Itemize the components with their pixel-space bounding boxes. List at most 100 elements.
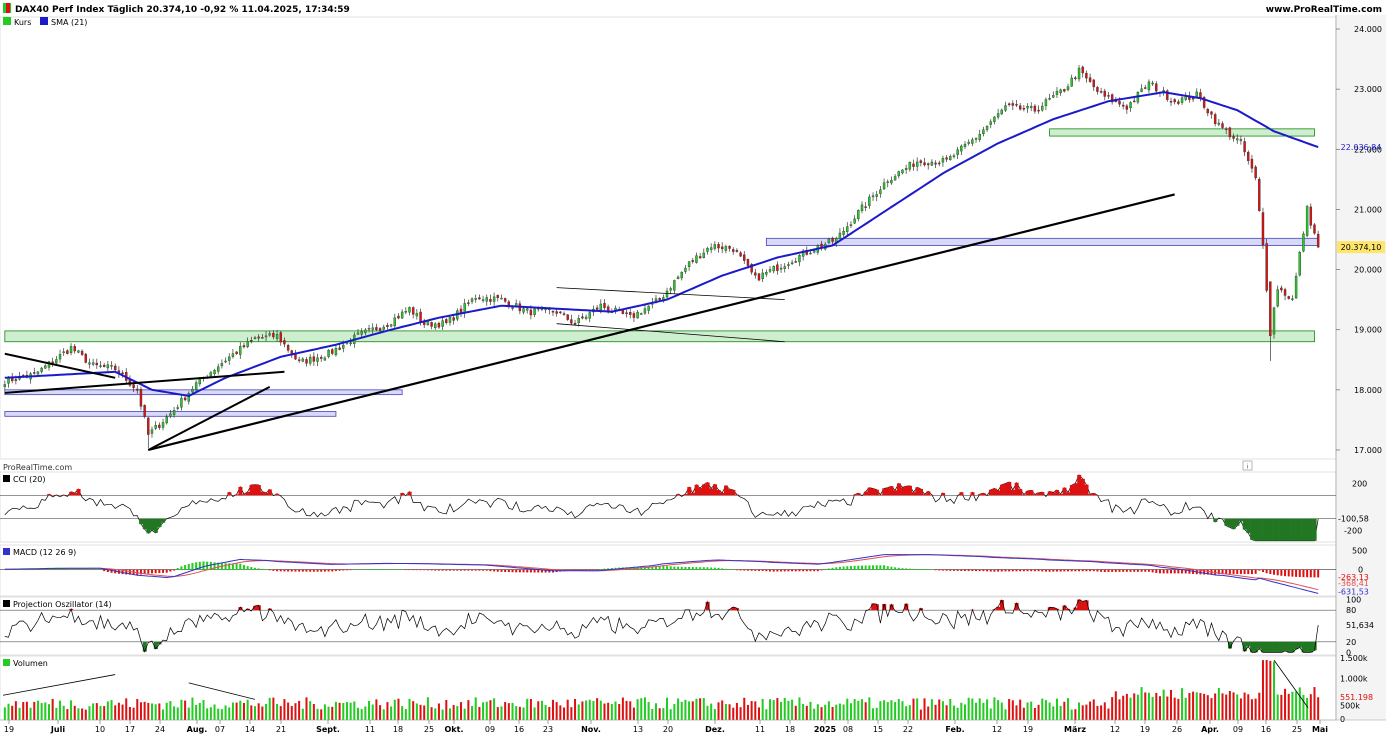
macd-histogram-bar (448, 569, 451, 571)
volume-bar (397, 698, 400, 720)
cci-oversold (1290, 518, 1295, 541)
volume-bar (169, 701, 172, 720)
volume-bar (919, 709, 922, 720)
volume-bar (1188, 693, 1191, 720)
volume-bar (1295, 691, 1298, 720)
candle-body (1030, 106, 1033, 108)
volume-bar (1019, 699, 1022, 720)
macd-histogram-bar (272, 569, 275, 571)
macd-histogram-bar (426, 569, 429, 571)
sma-legend-swatch (40, 17, 48, 25)
candle-body (150, 429, 154, 434)
candle-body (1155, 83, 1158, 92)
cci-overbought (234, 494, 239, 496)
panel-frame-macd (0, 544, 1337, 597)
cci-overbought (264, 492, 269, 496)
cci-oversold (1294, 518, 1299, 541)
macd-histogram-bar (198, 561, 201, 571)
macd-histogram-bar (548, 569, 551, 573)
macd-histogram-bar (379, 569, 382, 571)
candle-body (599, 303, 603, 311)
volume-bar (515, 706, 518, 720)
candle-body (161, 422, 165, 428)
candle-body (717, 244, 720, 249)
macd-histogram-bar (250, 567, 253, 571)
cci-overbought (1025, 490, 1030, 496)
volume-bar (1085, 704, 1088, 720)
volume-bar (301, 708, 304, 720)
volume-bar (688, 701, 691, 720)
candle-body (36, 371, 40, 375)
cci-overbought (1091, 493, 1096, 496)
macd-histogram-bar (986, 569, 989, 572)
volume-bar (875, 707, 878, 720)
macd-histogram-bar (816, 569, 819, 572)
projection-overbought (992, 609, 997, 611)
volume-bar (662, 708, 665, 720)
candle-body (73, 346, 76, 352)
macd-histogram-bar (1239, 569, 1242, 575)
candle-body (147, 417, 150, 435)
macd-histogram-bar (187, 563, 190, 571)
x-tick-label: 20 (663, 725, 673, 734)
macd-histogram-bar (526, 569, 529, 573)
volume-bar (187, 707, 190, 720)
cci-overbought (874, 489, 879, 496)
candle-body (367, 328, 371, 330)
volume-bar (643, 697, 646, 720)
macd-histogram-bar (919, 569, 922, 571)
brand-url[interactable]: www.ProRealTime.com (1266, 5, 1382, 15)
candle-body (3, 384, 7, 388)
macd-histogram-bar (331, 569, 334, 572)
zone-1 (1049, 128, 1315, 137)
volume-bar (1004, 709, 1007, 720)
cci-oversold (1268, 518, 1273, 541)
macd-histogram-bar (485, 569, 488, 571)
candle-body (180, 397, 183, 408)
macd-histogram-bar (1041, 569, 1044, 572)
candle-body (606, 306, 610, 312)
cci-overbought (1007, 481, 1012, 496)
volume-bar (22, 701, 25, 720)
macd-histogram-bar (1059, 569, 1062, 572)
macd-histogram-bar (787, 569, 790, 572)
volume-bar (316, 708, 319, 720)
candle-body (316, 357, 319, 362)
candle-body (1269, 281, 1272, 336)
macd-histogram-bar (404, 569, 407, 571)
volume-bar (1066, 698, 1070, 720)
cci-overbought (1066, 492, 1071, 496)
macd-histogram-bar (1166, 569, 1169, 574)
candle-body (857, 210, 860, 220)
macd-histogram-bar (916, 568, 919, 571)
header: DAX40 Perf Index Täglich 20.374,10 -0,92… (3, 3, 1382, 15)
trendline-5 (556, 323, 785, 343)
macd-histogram-bar (1078, 569, 1081, 572)
volume-bar (191, 697, 194, 720)
macd-histogram-bar (1177, 569, 1180, 574)
projection-overbought (705, 601, 710, 611)
volume-bar (677, 698, 680, 720)
macd-histogram-bar (195, 562, 198, 571)
macd-histogram-bar (423, 569, 426, 571)
volume-bar (1044, 700, 1047, 720)
candle-body (40, 367, 43, 372)
cci-overbought (900, 487, 905, 496)
macd-histogram-bar (504, 569, 507, 572)
info-icon[interactable] (1242, 460, 1253, 471)
panel-legend-label: CCI (20) (13, 475, 46, 484)
cci-overbought (676, 493, 681, 496)
cci-oversold (1272, 518, 1277, 541)
candle-body (846, 226, 849, 232)
macd-histogram-bar (1309, 569, 1312, 578)
volume-bar (1133, 693, 1136, 720)
volume-bar (1026, 702, 1029, 720)
macd-histogram-bar (1044, 569, 1047, 572)
macd-histogram-bar (1070, 569, 1073, 572)
projection-overbought (882, 604, 887, 611)
macd-histogram-bar (1284, 569, 1287, 577)
sma-legend-label: SMA (21) (51, 18, 87, 27)
cci-overbought (1022, 494, 1026, 496)
volume-bar (202, 700, 205, 720)
candle-body (239, 346, 242, 355)
